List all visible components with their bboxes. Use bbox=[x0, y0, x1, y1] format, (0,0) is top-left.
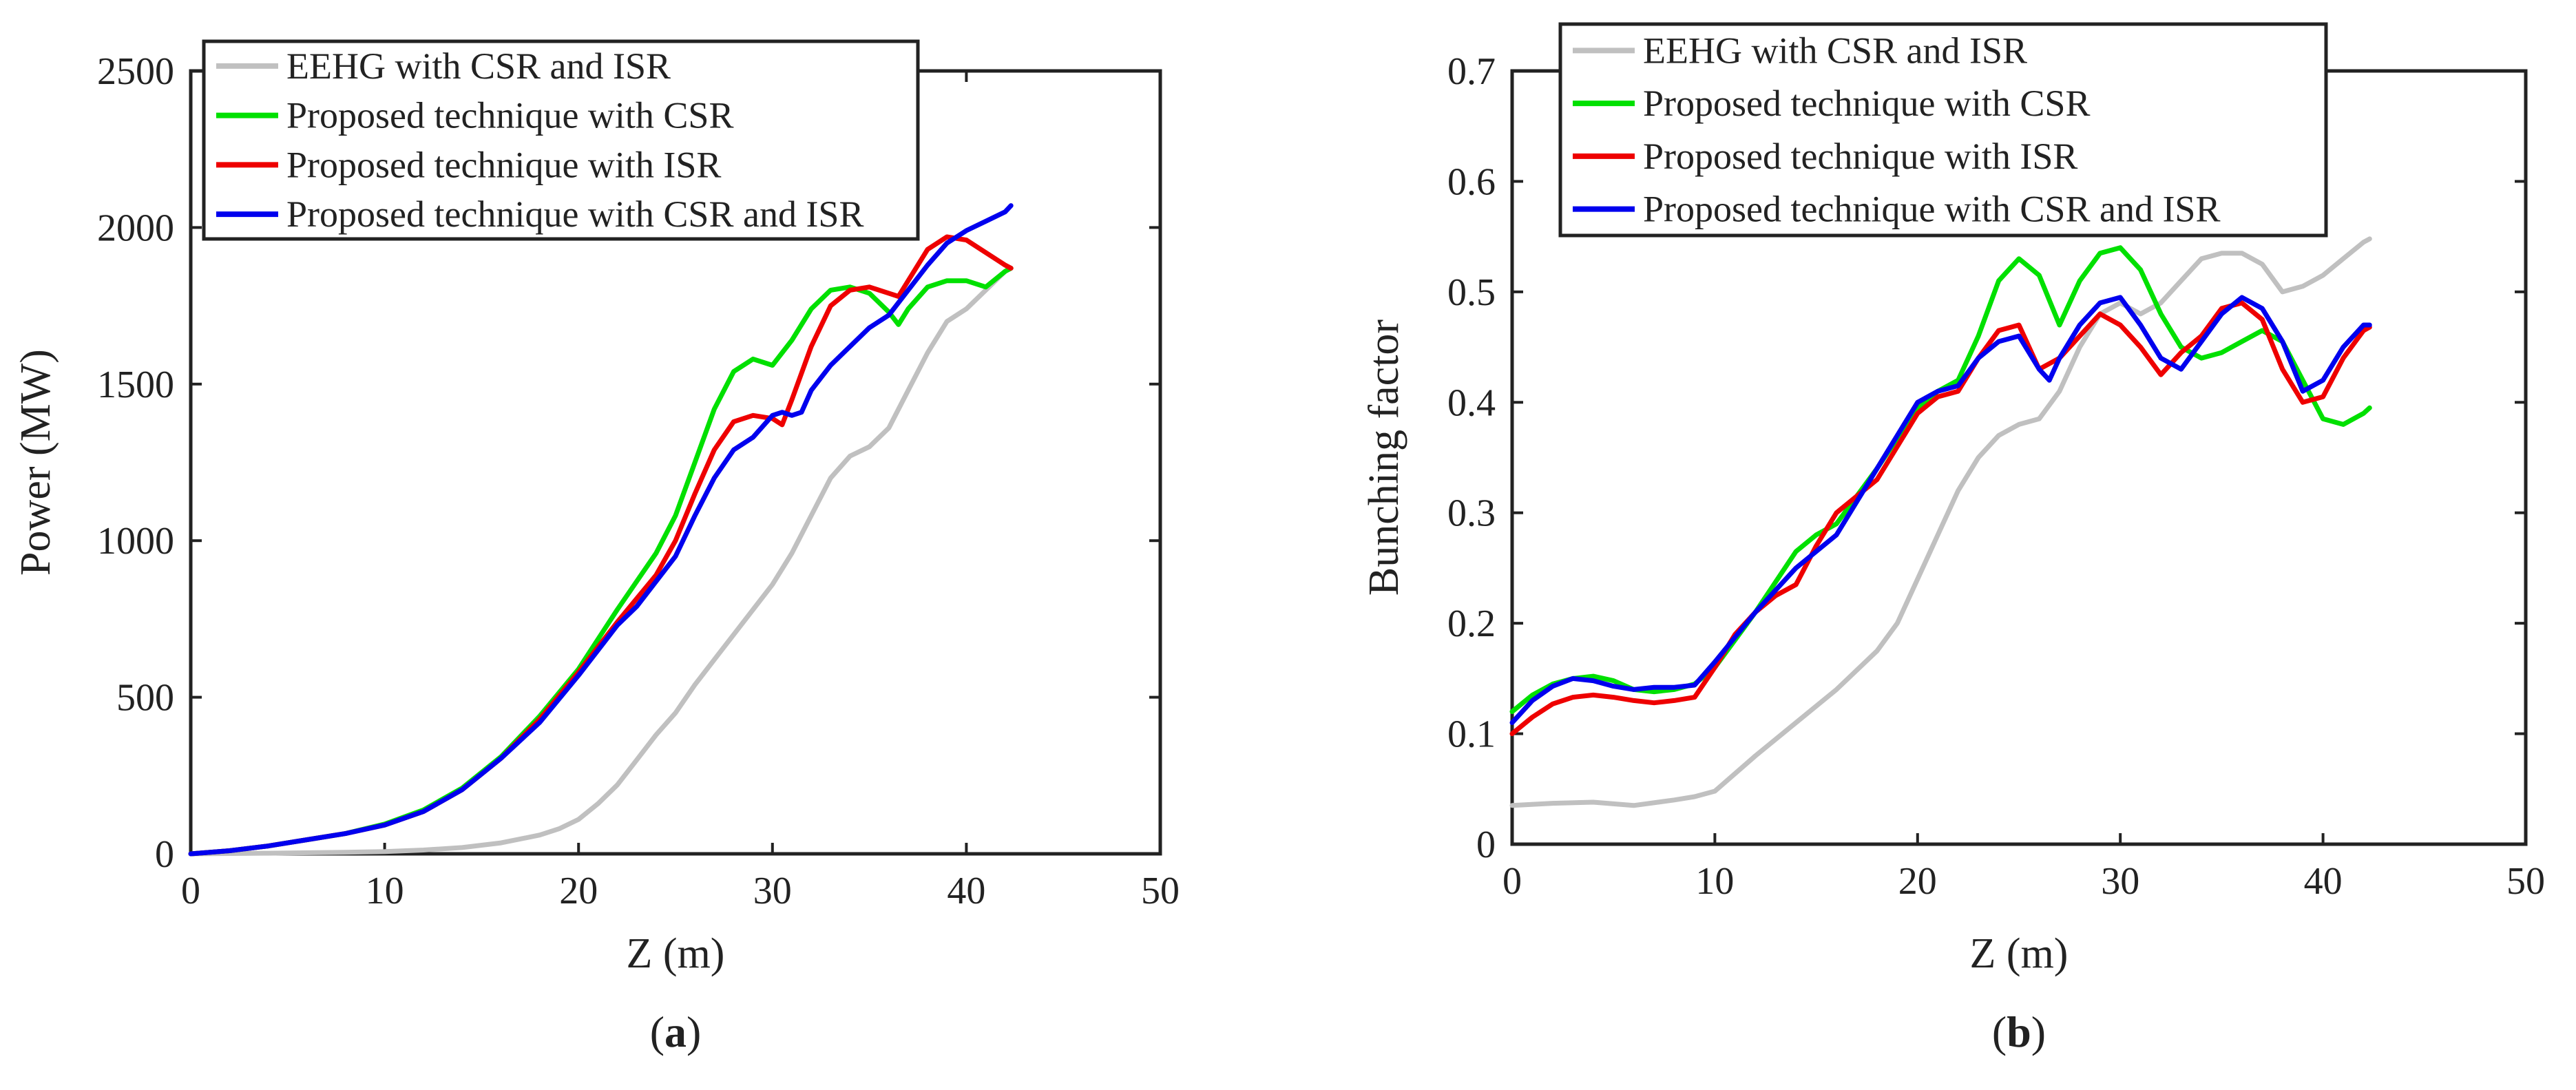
y-tick-label: 0.2 bbox=[1447, 602, 1496, 645]
x-tick-label: 20 bbox=[559, 870, 598, 912]
legend-entry: Proposed technique with ISR bbox=[286, 144, 721, 185]
x-tick-label: 30 bbox=[753, 870, 792, 912]
legend-entry: EEHG with CSR and ISR bbox=[286, 45, 671, 87]
legend-entry: Proposed technique with CSR bbox=[286, 95, 733, 136]
x-tick-label: 0 bbox=[181, 870, 200, 912]
x-tick-label: 50 bbox=[1141, 870, 1180, 912]
legend-box bbox=[202, 39, 920, 241]
legend: EEHG with CSR and ISR Proposed technique … bbox=[1558, 22, 2328, 238]
y-tick-label: 2000 bbox=[97, 207, 174, 249]
series-line bbox=[1509, 295, 2372, 725]
legend-entry: EEHG with CSR and ISR bbox=[1643, 30, 2027, 71]
y-tick-label: 0.1 bbox=[1447, 713, 1496, 756]
y-tick-label: 2500 bbox=[97, 50, 174, 93]
y-axis-title: Power (MW) bbox=[12, 349, 59, 576]
x-tick-label: 20 bbox=[1898, 860, 1937, 903]
x-tick-label: 50 bbox=[2506, 860, 2545, 903]
y-tick-label: 1500 bbox=[97, 364, 174, 406]
legend-box bbox=[1558, 22, 2328, 238]
panel-b: 0 10 20 30 40 50 0 0.1 0.2 0.3 0.4 0.5 0.6 0.7 Z (m) Bu… bbox=[1361, 22, 2545, 1056]
panel-label: (a) bbox=[650, 1007, 702, 1056]
legend-entry: Proposed technique with CSR and ISR bbox=[286, 193, 863, 235]
y-tick-label: 500 bbox=[116, 677, 174, 720]
y-tick-label: 0 bbox=[1476, 824, 1496, 866]
legend-entry: Proposed technique with CSR and ISR bbox=[1643, 189, 2220, 230]
x-tick-label: 0 bbox=[1502, 860, 1522, 903]
x-tick-label: 40 bbox=[2304, 860, 2343, 903]
panel-label: (b) bbox=[1992, 1007, 2046, 1056]
x-axis-title: Z (m) bbox=[1970, 930, 2069, 977]
y-tick-label: 0 bbox=[155, 833, 174, 876]
x-tick-label: 10 bbox=[1695, 860, 1734, 903]
series-line bbox=[188, 203, 1014, 857]
y-tick-label: 0.4 bbox=[1447, 381, 1496, 424]
legend: EEHG with CSR and ISR Proposed technique … bbox=[202, 39, 920, 241]
y-tick-label: 0.5 bbox=[1447, 271, 1496, 314]
x-axis-title: Z (m) bbox=[627, 930, 725, 977]
series-line bbox=[1509, 236, 2372, 808]
legend-entry: Proposed technique with ISR bbox=[1643, 136, 2077, 177]
y-tick-label: 0.6 bbox=[1447, 160, 1496, 203]
legend-entry: Proposed technique with CSR bbox=[1643, 83, 2090, 124]
x-tick-label: 30 bbox=[2101, 860, 2139, 903]
y-tick-label: 0.7 bbox=[1447, 50, 1496, 93]
y-axis-title: Bunching factor bbox=[1361, 319, 1407, 596]
x-tick-label: 10 bbox=[366, 870, 404, 912]
series-line bbox=[188, 266, 1014, 857]
x-tick-label: 40 bbox=[947, 870, 985, 912]
y-tick-label: 0.3 bbox=[1447, 492, 1496, 535]
y-tick-label: 1000 bbox=[97, 520, 174, 563]
